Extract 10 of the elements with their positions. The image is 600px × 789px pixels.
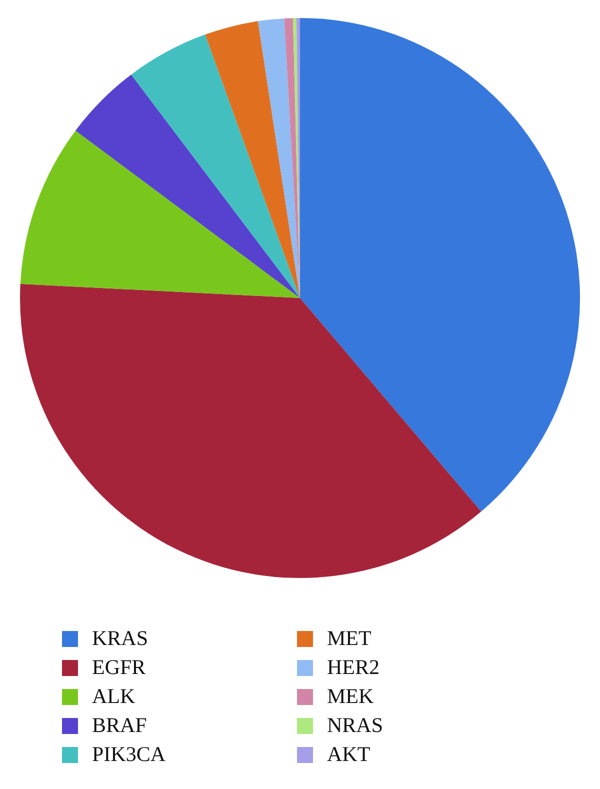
legend-label: KRAS <box>92 626 148 651</box>
legend-label: MEK <box>327 684 374 709</box>
legend-label: BRAF <box>92 713 147 738</box>
legend-label: NRAS <box>327 713 384 738</box>
legend-label: PIK3CA <box>92 742 166 767</box>
legend-label: AKT <box>327 742 370 767</box>
legend-label: MET <box>327 626 372 651</box>
legend-label: ALK <box>92 684 136 709</box>
legend-label: EGFR <box>92 655 146 680</box>
legend-label: HER2 <box>327 655 380 680</box>
